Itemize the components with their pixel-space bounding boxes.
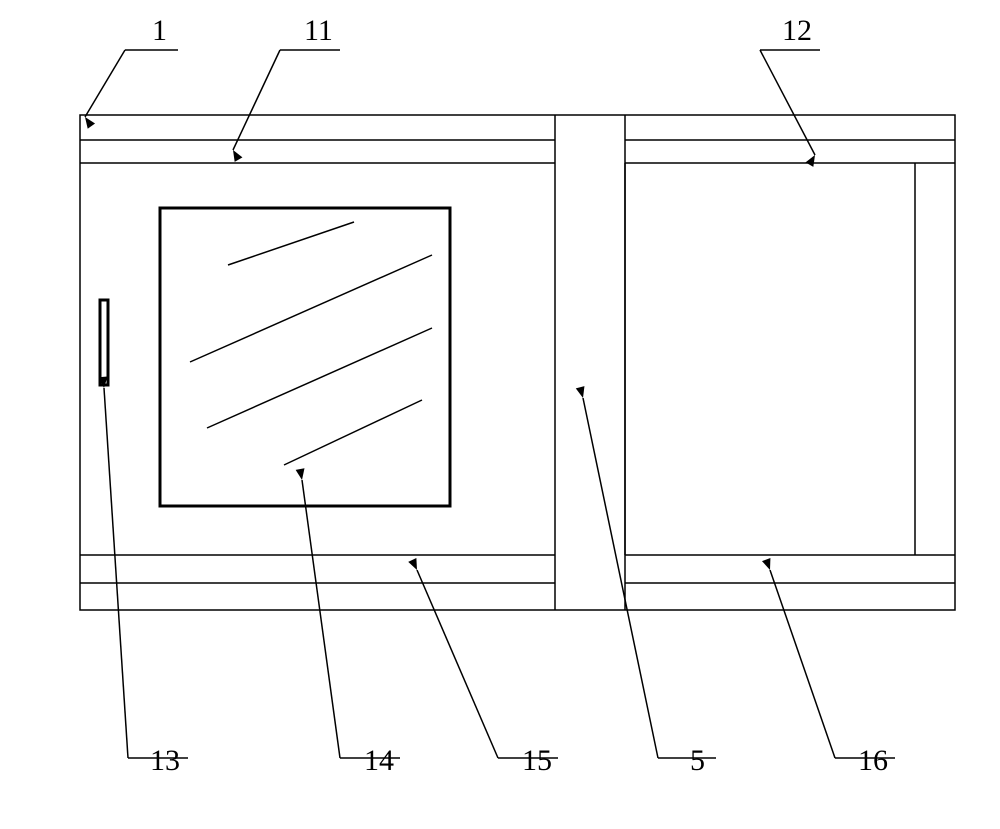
callout-label-1: 1 [152,14,167,47]
callout-label-13: 13 [150,744,180,777]
callout-label-12: 12 [782,14,812,47]
callout-label-11: 11 [304,14,333,47]
callout-label-15: 15 [522,744,552,777]
callout-label-5: 5 [690,744,705,777]
callout-label-16: 16 [858,744,888,777]
callout-label-14: 14 [364,744,394,777]
technical-diagram: 11112131415516 [0,0,1000,829]
